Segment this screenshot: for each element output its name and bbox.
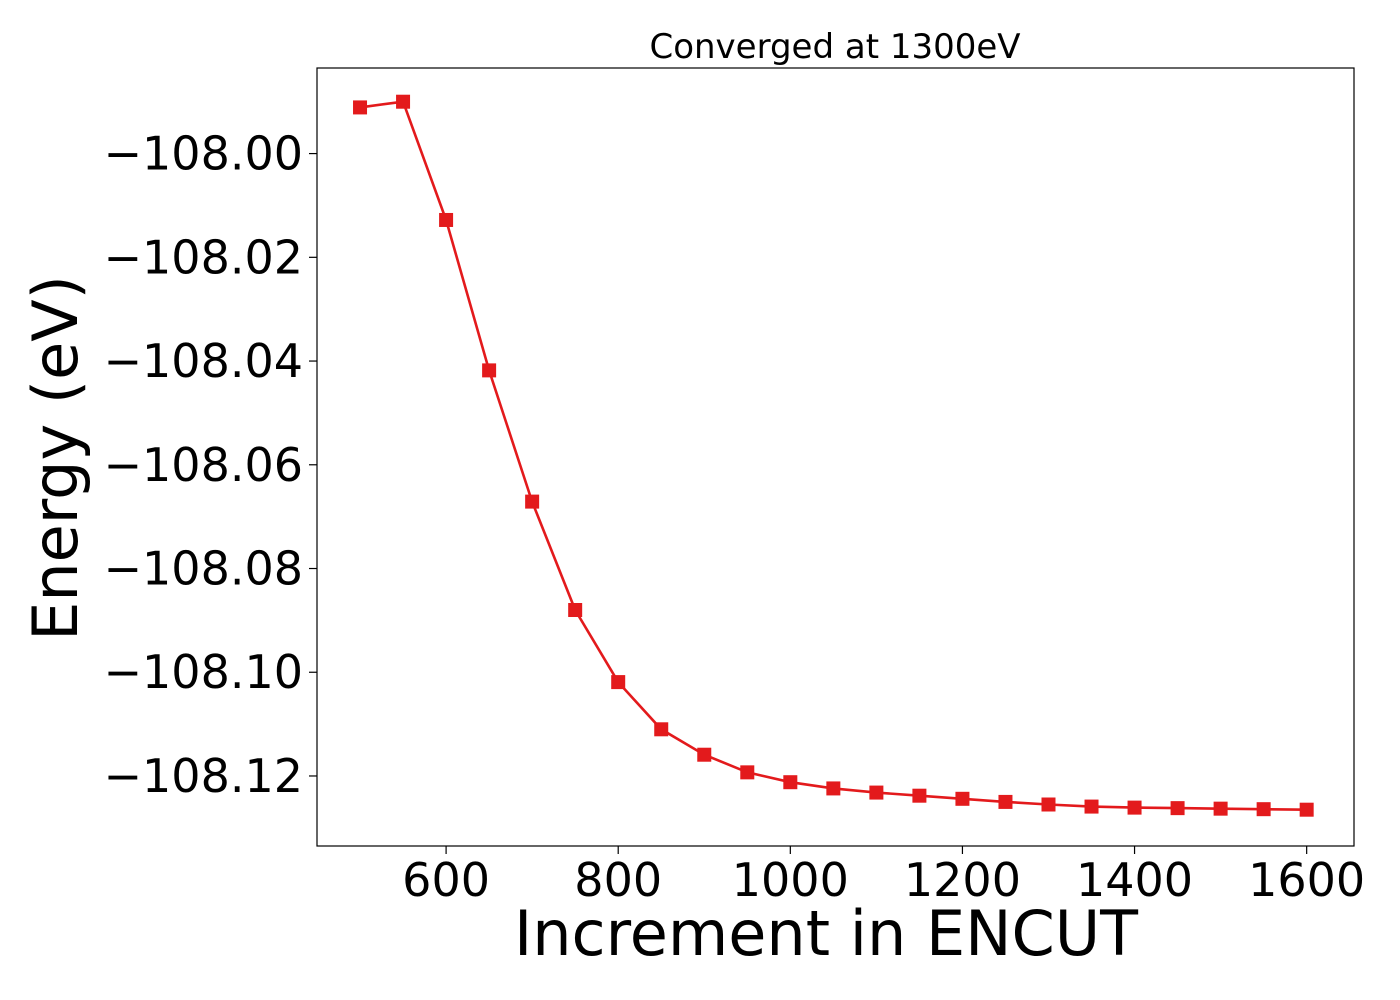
data-point xyxy=(697,747,712,762)
data-point xyxy=(1213,801,1228,816)
data-point xyxy=(439,212,454,227)
y-tick-label: −108.00 xyxy=(104,127,304,181)
data-point xyxy=(525,494,540,509)
chart-title: Converged at 1300eV xyxy=(649,27,1020,67)
data-point xyxy=(1299,802,1314,817)
data-point xyxy=(611,675,626,690)
x-axis-label: Increment in ENCUT xyxy=(514,897,1139,970)
plot-area xyxy=(316,67,1355,847)
data-point xyxy=(1127,800,1142,815)
data-point xyxy=(396,94,411,109)
data-point xyxy=(783,775,798,790)
data-point xyxy=(740,765,755,780)
data-point xyxy=(1084,799,1099,814)
x-axis: 600 800 1000 1200 1400 1600 xyxy=(402,846,1365,907)
data-point xyxy=(568,603,583,618)
y-tick-label: −108.02 xyxy=(104,230,304,284)
data-point xyxy=(869,785,884,800)
data-point xyxy=(1041,797,1056,812)
y-tick-label: −108.12 xyxy=(104,749,304,803)
y-tick-label: −108.06 xyxy=(104,438,304,492)
y-tick-label: −108.08 xyxy=(104,542,304,596)
x-tick-label: 800 xyxy=(574,853,662,907)
data-point xyxy=(912,788,927,803)
data-point xyxy=(1170,801,1185,816)
x-tick-label: 1600 xyxy=(1248,853,1365,907)
y-axis: −108.00 −108.02 −108.04 −108.06 −108.08 −108.… xyxy=(104,127,317,803)
data-point xyxy=(826,781,841,796)
data-point xyxy=(482,363,497,378)
data-point xyxy=(998,794,1013,809)
x-tick-label: 1000 xyxy=(732,853,849,907)
data-point xyxy=(955,791,970,806)
x-tick-label: 1400 xyxy=(1076,853,1193,907)
data-point xyxy=(654,722,669,737)
data-point xyxy=(1256,802,1271,817)
x-tick-label: 600 xyxy=(402,853,490,907)
y-tick-label: −108.10 xyxy=(104,645,304,699)
x-tick-label: 1200 xyxy=(904,853,1021,907)
data-point xyxy=(353,100,368,115)
y-tick-label: −108.04 xyxy=(104,334,304,388)
series-layer xyxy=(353,94,1314,817)
y-axis-label: Energy (eV) xyxy=(19,275,92,641)
